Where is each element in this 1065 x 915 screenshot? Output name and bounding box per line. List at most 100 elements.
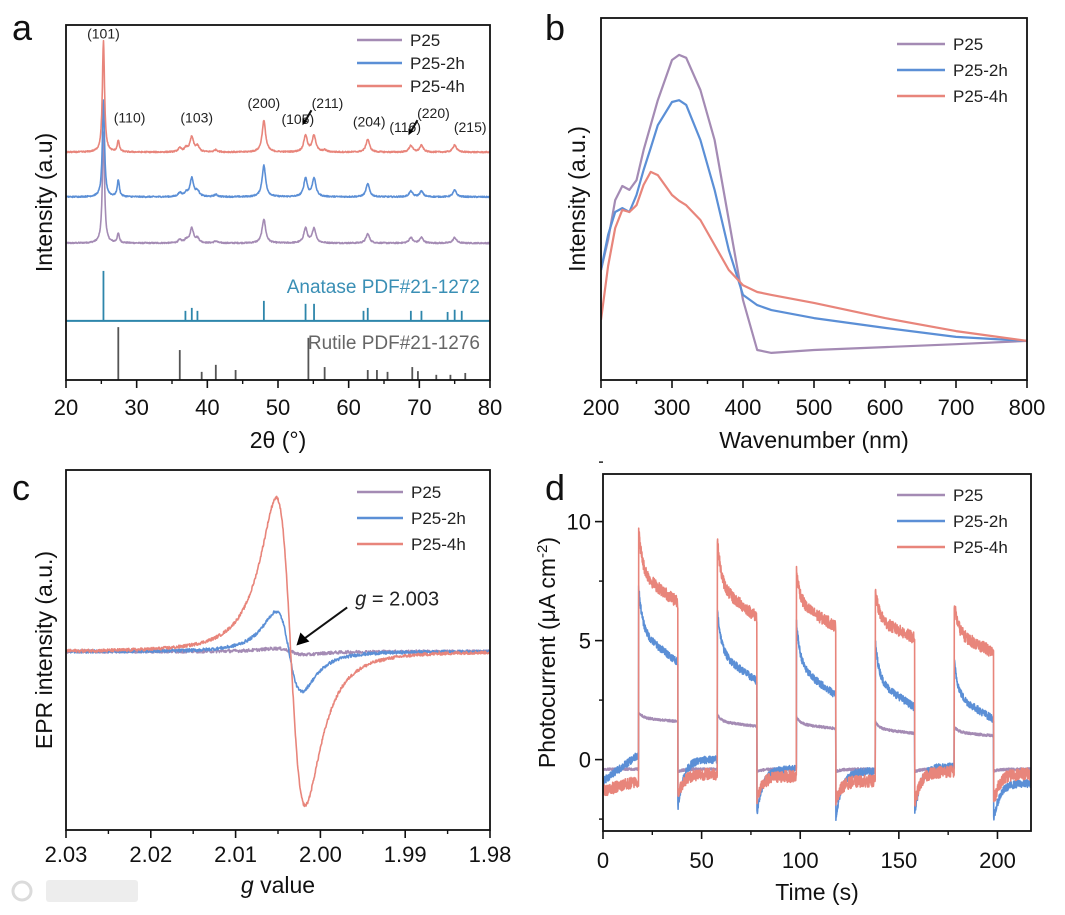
- legend-label: P25-2h: [953, 512, 1008, 531]
- hkl-label: (211): [312, 95, 344, 111]
- x-tick-label: 200: [979, 848, 1016, 873]
- x-tick-label: 40: [195, 395, 219, 420]
- legend-label: P25: [410, 31, 440, 50]
- plot-area: [66, 495, 490, 808]
- x-tick-label: 50: [689, 848, 713, 873]
- annotation-italic: g: [355, 588, 366, 610]
- x-tick-label: 150: [880, 848, 917, 873]
- arrowhead-icon: [302, 118, 308, 126]
- x-axis-label: 2θ (°): [250, 427, 307, 453]
- panel-b: b 200 300 400 500 600 700 800 Wavenumber (nm) Int…: [545, 7, 1045, 453]
- y-tick-label: 5: [579, 629, 591, 654]
- x-tick-label: 300: [654, 395, 691, 420]
- legend-label: P25-2h: [411, 509, 466, 528]
- panel-a: a 20 30 40 50 60 70 80 2θ (°) Intensity (a.u) P25 P…: [12, 7, 502, 453]
- x-tick-label: 2.01: [214, 842, 257, 867]
- series-line-p25-4h: [66, 495, 490, 808]
- x-tick-label: 20: [54, 395, 78, 420]
- hkl-label: (101): [87, 25, 120, 41]
- series-line-p25-4h: [603, 527, 1031, 807]
- x-tick-label: 200: [583, 395, 620, 420]
- y-axis-label-superscript: -2: [534, 545, 551, 558]
- plot-frame: [65, 24, 491, 381]
- legend-label: P25-4h: [953, 538, 1008, 557]
- y-axis-label: EPR intensity (a.u.): [31, 551, 57, 749]
- x-tick-label: 700: [938, 395, 975, 420]
- hkl-label: (103): [180, 109, 213, 125]
- panel-letter: a: [12, 7, 33, 48]
- series-line-p25-2h: [66, 99, 490, 199]
- y-axis-label: Photocurrent (μA cm-2): [534, 537, 561, 768]
- arrowhead-icon: [296, 632, 310, 646]
- hkl-label: (215): [454, 119, 487, 135]
- series-line-p25-2h: [601, 99, 1027, 342]
- arrow-icon: [303, 606, 348, 640]
- y-axis-label: Intensity (a.u.): [564, 126, 590, 272]
- hkl-label: (204): [353, 113, 386, 129]
- x-tick-label: 30: [124, 395, 148, 420]
- x-tick-label: 80: [478, 395, 502, 420]
- hkl-label: (220): [417, 105, 450, 121]
- x-axis-label: g value: [241, 872, 315, 898]
- y-axis-label-text: Intensity (a.u.): [564, 126, 590, 272]
- x-axis-label: Time (s): [775, 879, 858, 905]
- hkl-label: (110): [114, 109, 146, 125]
- x-tick-label: 0: [597, 848, 609, 873]
- x-tick-label: 50: [266, 395, 290, 420]
- x-axis-label-text: Wavenumber (nm): [719, 427, 909, 453]
- x-axis-label-text: Time (s): [775, 879, 858, 905]
- panel-letter: d: [545, 467, 565, 508]
- hkl-label: (105): [281, 111, 314, 127]
- legend-label: P25-2h: [953, 61, 1008, 80]
- x-axis-label-text: value: [254, 872, 315, 898]
- series-line-p25-2h: [603, 584, 1031, 822]
- legend-label: P25: [953, 486, 983, 505]
- x-tick-label: 2.02: [129, 842, 172, 867]
- x-axis-label: Wavenumber (nm): [719, 427, 909, 453]
- x-tick-label: 500: [796, 395, 833, 420]
- plot-area: [601, 53, 1027, 354]
- panel-c: c 2.03 2.02 2.01 2.00 1.99 1.98 g value EPR inte…: [12, 467, 511, 898]
- x-axis-label-text: 2θ (°): [250, 427, 307, 453]
- y-tick-label: 10: [567, 510, 591, 535]
- y-axis-label-text: Photocurrent (μA cm: [534, 558, 560, 768]
- hkl-label: (200): [248, 95, 281, 111]
- plot-frame: [600, 17, 1028, 381]
- x-tick-label: 60: [336, 395, 360, 420]
- y-axis-label-end: ): [534, 537, 560, 545]
- y-axis-label: Intensity (a.u): [31, 133, 57, 272]
- panel-letter: c: [12, 467, 30, 508]
- arrowhead-icon: [408, 128, 414, 136]
- x-axis-label-italic: g: [241, 872, 254, 898]
- plot-frame: [65, 469, 491, 831]
- x-tick-label: 100: [782, 848, 819, 873]
- plot-area: [66, 39, 490, 245]
- legend-label: P25: [953, 35, 983, 54]
- x-tick-label: 2.03: [45, 842, 88, 867]
- legend-label: P25-2h: [410, 54, 465, 73]
- series-line-p25-4h: [66, 39, 490, 154]
- panel-letter: b: [545, 7, 565, 48]
- series-line-p25: [601, 53, 1027, 354]
- legend-label: P25-4h: [411, 535, 466, 554]
- x-tick-label: 800: [1009, 395, 1046, 420]
- x-tick-label: 2.00: [299, 842, 342, 867]
- plot-area: [603, 527, 1031, 822]
- y-tick-label: 0: [579, 748, 591, 773]
- x-tick-label: 70: [407, 395, 431, 420]
- x-tick-label: 1.99: [384, 842, 427, 867]
- watermark-logo: [11, 880, 138, 902]
- y-axis-label-text: Intensity (a.u): [31, 133, 57, 272]
- series-line-p25: [603, 711, 1031, 774]
- reference-label: Anatase PDF#21-1272: [287, 277, 480, 298]
- g-value-annotation: g = 2.003: [355, 588, 439, 610]
- legend-label: P25-4h: [410, 77, 465, 96]
- x-tick-label: 600: [867, 395, 904, 420]
- y-axis-label-text: EPR intensity (a.u.): [31, 551, 57, 749]
- series-line-p25-4h: [601, 170, 1027, 342]
- panel-d: d 0 50 100 150 200 0 5 10 Time (s) Photocurrent (μ…: [534, 461, 1032, 905]
- x-tick-label: 400: [725, 395, 762, 420]
- series-line-p25-2h: [66, 610, 490, 694]
- annotation-text: = 2.003: [366, 588, 439, 610]
- reference-label: Rutile PDF#21-1276: [308, 333, 480, 354]
